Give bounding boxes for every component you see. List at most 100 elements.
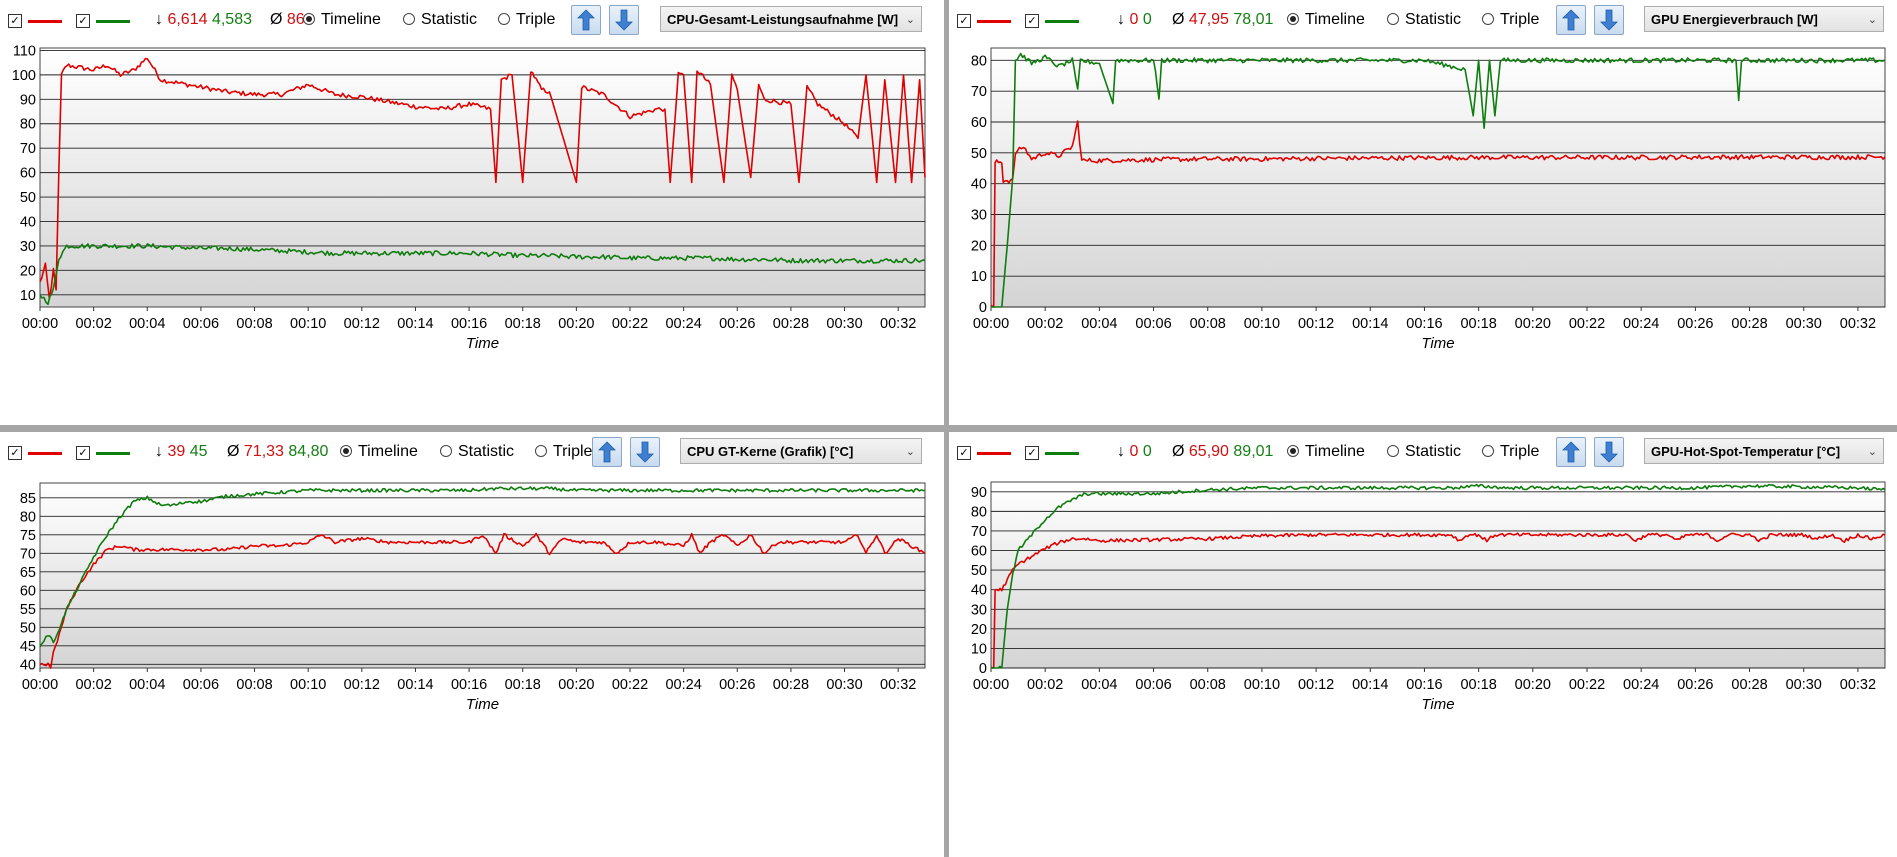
arrow-down-icon [615, 9, 633, 31]
move-down-button[interactable] [1594, 5, 1624, 35]
green-series-checkbox[interactable]: ✓ [76, 446, 90, 460]
min-values: ↓ 0 0 [1117, 443, 1152, 461]
arrow-up-icon [1562, 441, 1580, 463]
sensor-select[interactable]: CPU GT-Kerne (Grafik) [°C] ⌄ [680, 438, 922, 464]
y-tick-label: 40 [20, 214, 36, 230]
move-down-button[interactable] [630, 437, 660, 467]
horizontal-splitter[interactable] [0, 425, 1897, 432]
chevron-down-icon: ⌄ [905, 446, 915, 458]
mode-radio-triple[interactable]: Triple [535, 443, 592, 461]
red-series-checkbox[interactable]: ✓ [8, 14, 22, 28]
green-series-line [39, 486, 926, 648]
x-tick-label: 00:32 [1840, 316, 1876, 332]
x-tick-label: 00:28 [773, 677, 809, 693]
radio-dot-icon [1482, 13, 1494, 25]
x-tick-label: 00:02 [1027, 677, 1063, 693]
radio-dot-icon [535, 445, 547, 457]
y-tick-label: 10 [971, 269, 987, 285]
x-tick-label: 00:04 [1081, 316, 1117, 332]
move-up-button[interactable] [592, 437, 622, 467]
red-series-checkbox[interactable]: ✓ [8, 446, 22, 460]
x-tick-label: 00:28 [1731, 316, 1767, 332]
mode-radio-timeline[interactable]: Timeline [340, 443, 418, 461]
min-symbol: ↓ [1117, 443, 1125, 460]
sensor-select[interactable]: GPU Energieverbrauch [W] ⌄ [1644, 6, 1884, 32]
mode-radio-triple[interactable]: Triple [1482, 11, 1539, 29]
x-tick-label: 00:00 [22, 316, 58, 332]
red-series-line [990, 532, 1886, 669]
mode-radio-statistic[interactable]: Statistic [403, 11, 477, 29]
green-series-checkbox[interactable]: ✓ [1025, 446, 1039, 460]
green-series-swatch [96, 20, 130, 23]
mode-radio-triple[interactable]: Triple [498, 11, 555, 29]
radio-dot-icon [440, 445, 452, 457]
y-tick-label: 0 [979, 661, 987, 677]
chevron-down-icon: ⌄ [1867, 14, 1877, 26]
sensor-select[interactable]: CPU-Gesamt-Leistungsaufnahme [W] ⌄ [660, 6, 922, 32]
avg-red-value: 47,95 [1188, 11, 1229, 28]
x-tick-label: 00:14 [1352, 677, 1388, 693]
arrow-down-icon [1600, 9, 1618, 31]
x-tick-label: 00:24 [665, 677, 701, 693]
mode-radio-triple[interactable]: Triple [1482, 443, 1539, 461]
x-axis-title: Time [1421, 335, 1454, 352]
mode-radio-timeline[interactable]: Timeline [303, 11, 381, 29]
line-chart: 10 20 30 40 50 60 70 80 90 100 110 00:00 00:02 00:04 0… [12, 43, 926, 352]
y-tick-label: 20 [971, 622, 987, 638]
x-tick-label: 00:24 [665, 316, 701, 332]
move-down-button[interactable] [1594, 437, 1624, 467]
green-series-checkbox[interactable]: ✓ [1025, 14, 1039, 28]
green-series-line [990, 483, 1886, 669]
red-series-checkbox[interactable]: ✓ [957, 14, 971, 28]
min-red-value: 39 [167, 443, 186, 460]
mode-radio-statistic[interactable]: Statistic [1387, 443, 1461, 461]
red-series-checkbox[interactable]: ✓ [957, 446, 971, 460]
x-tick-label: 00:00 [973, 677, 1009, 693]
min-symbol: ↓ [155, 443, 163, 460]
panel-toolbar: ✓ ✓ ↓ 0 0 Ø 65,90 89,01 Timeline Statistic Tri… [949, 432, 1897, 474]
mode-label: Timeline [321, 11, 381, 28]
mode-radio-timeline[interactable]: Timeline [1287, 443, 1365, 461]
panel-toolbar: ✓ ✓ ↓ 6,614 4,583 Ø 86 Timeline Statistic Tri… [0, 0, 944, 42]
green-series-checkbox[interactable]: ✓ [76, 14, 90, 28]
x-tick-label: 00:16 [1406, 677, 1442, 693]
avg-green-value: 84,80 [288, 443, 329, 460]
mode-radio-statistic[interactable]: Statistic [440, 443, 514, 461]
mode-radio-timeline[interactable]: Timeline [1287, 11, 1365, 29]
arrow-up-icon [1562, 9, 1580, 31]
mode-radio-statistic[interactable]: Statistic [1387, 11, 1461, 29]
min-symbol: ↓ [1117, 11, 1125, 28]
mode-label: Statistic [458, 443, 515, 460]
x-tick-label: 00:24 [1623, 677, 1659, 693]
sensor-select[interactable]: GPU-Hot-Spot-Temperatur [°C] ⌄ [1644, 438, 1884, 464]
y-tick-label: 50 [971, 146, 987, 162]
avg-red-value: 71,33 [243, 443, 284, 460]
arrow-up-icon [577, 9, 595, 31]
mode-label: Statistic [421, 11, 478, 28]
x-tick-label: 00:14 [1352, 316, 1388, 332]
x-tick-label: 00:14 [397, 316, 433, 332]
y-tick-label: 10 [971, 641, 987, 657]
move-up-button[interactable] [1556, 437, 1586, 467]
x-tick-label: 00:18 [505, 677, 541, 693]
y-tick-label: 90 [20, 92, 36, 108]
x-tick-label: 00:04 [129, 316, 165, 332]
avg-values: Ø 71,33 84,80 [227, 443, 328, 461]
y-tick-label: 20 [20, 263, 36, 279]
green-series-line [39, 243, 926, 306]
y-tick-label: 70 [971, 524, 987, 540]
y-tick-label: 60 [971, 544, 987, 560]
sensor-select-value: CPU-Gesamt-Leistungsaufnahme [W] [667, 12, 899, 27]
y-tick-label: 110 [13, 43, 36, 59]
min-green-value: 0 [1142, 443, 1152, 460]
move-up-button[interactable] [1556, 5, 1586, 35]
red-series-swatch [977, 20, 1011, 23]
y-tick-label: 80 [20, 509, 36, 525]
move-up-button[interactable] [571, 5, 601, 35]
y-tick-label: 40 [20, 657, 36, 673]
green-series-swatch [1045, 452, 1079, 455]
move-down-button[interactable] [609, 5, 639, 35]
x-tick-label: 00:20 [558, 316, 594, 332]
red-series-swatch [977, 452, 1011, 455]
x-tick-label: 00:18 [1460, 316, 1496, 332]
